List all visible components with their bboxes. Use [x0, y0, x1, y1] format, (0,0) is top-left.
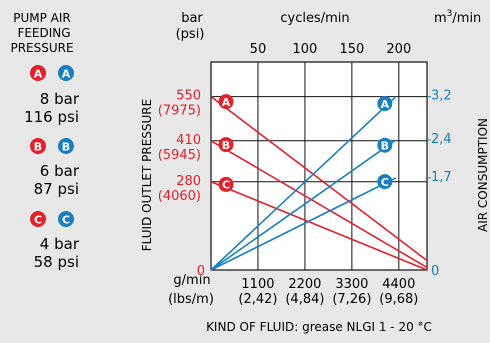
- x-tick-label-alt: (9,68): [379, 292, 418, 307]
- left-tick-label-alt: (5945): [158, 148, 201, 163]
- legend-group-a: A A 8 bar 116 psi: [24, 65, 80, 126]
- badge-letter: C: [62, 214, 70, 227]
- series-badge-c: [377, 174, 393, 190]
- badge-letter: A: [34, 68, 43, 81]
- series-badge-letter: A: [381, 98, 390, 111]
- right-origin-label: 0: [431, 264, 439, 279]
- series-badge-letter: A: [222, 96, 231, 109]
- x-tick-label: 1100: [241, 277, 274, 292]
- legend-heading-line-1: PUMP AIR: [13, 11, 71, 25]
- right-tick-label: 2,4: [431, 132, 452, 147]
- left-axis-title: FLUID OUTLET PRESSURE: [140, 99, 154, 251]
- top-left-unit-alt: (psi): [176, 27, 205, 42]
- series-badge-letter: B: [222, 139, 230, 152]
- series-line-a-air: [210, 96, 397, 271]
- letter-badge-red: [30, 211, 46, 227]
- x-unit-alt: (lbs/m): [168, 292, 214, 307]
- pressure-bar-value: 6 bar: [40, 162, 80, 180]
- top-tick-label: 150: [339, 42, 364, 57]
- legend-group-c: C C 4 bar 58 psi: [30, 211, 80, 271]
- badge-letter: C: [34, 214, 42, 227]
- series-badge-b: [218, 137, 234, 153]
- left-origin-label: 0: [197, 264, 205, 279]
- x-tick-label-alt: (2,42): [238, 292, 277, 307]
- series-badge-a: [218, 94, 234, 110]
- pressure-psi-value: 87 psi: [34, 180, 79, 198]
- left-tick-label-alt: (4060): [158, 189, 201, 204]
- legend-heading-line-3: PRESSURE: [10, 41, 73, 55]
- left-tick-label: 410: [176, 133, 201, 148]
- series-line-a-pressure: [210, 96, 428, 262]
- x-tick-label: 4400: [382, 277, 415, 292]
- series-line-b-air: [210, 139, 397, 271]
- legend-heading-line-2: FEEDING: [17, 26, 70, 40]
- series-badge-c: [218, 176, 234, 192]
- letter-badge-blue: [58, 138, 74, 154]
- x-tick-label: 3300: [335, 277, 368, 292]
- left-tick-label: 280: [176, 174, 201, 189]
- x-axis-title: KIND OF FLUID: grease NLGI 1 - 20 °C: [206, 320, 432, 334]
- letter-badge-red: [30, 65, 46, 81]
- pressure-bar-value: 4 bar: [40, 235, 80, 253]
- x-tick-label-alt: (4,84): [285, 292, 324, 307]
- badge-letter: B: [62, 141, 70, 154]
- series-line-c-pressure: [210, 181, 428, 271]
- series-badge-letter: C: [222, 179, 230, 192]
- series-line-c-air: [210, 177, 397, 271]
- top-tick-label: 100: [292, 42, 317, 57]
- letter-badge-red: [30, 138, 46, 154]
- badge-letter: A: [62, 68, 71, 81]
- pressure-psi-value: 116 psi: [24, 108, 79, 126]
- series-badge-letter: C: [381, 176, 389, 189]
- series-badge-a: [377, 96, 393, 112]
- series-badge-b: [377, 137, 393, 153]
- air-pressure-legend: PUMP AIR FEEDING PRESSURE A A 8 bar 116 …: [10, 11, 79, 271]
- top-tick-label: 200: [386, 42, 411, 57]
- top-axis-title: cycles/min: [280, 11, 349, 26]
- plot-area: 1100(2,42) 2200(4,84) 3300(7,26) 4400(9,68)…: [158, 42, 452, 307]
- left-tick-label-alt: (7975): [158, 104, 201, 119]
- pressure-bar-value: 8 bar: [40, 90, 80, 108]
- right-tick-label: 1,7: [431, 170, 452, 185]
- x-unit: g/min: [173, 273, 210, 288]
- letter-badge-blue: [58, 65, 74, 81]
- badge-letter: B: [34, 141, 42, 154]
- top-tick-label: 50: [250, 42, 267, 57]
- x-tick-label-alt: (7,26): [332, 292, 371, 307]
- right-tick-label: 3,2: [431, 89, 452, 104]
- top-right-unit: m3/min: [434, 9, 481, 26]
- letter-badge-blue: [58, 211, 74, 227]
- series-badge-letter: B: [381, 139, 389, 152]
- top-left-unit: bar: [181, 11, 203, 26]
- x-tick-label: 2200: [288, 277, 321, 292]
- series-line-b-pressure: [210, 140, 428, 269]
- legend-group-b: B B 6 bar 87 psi: [30, 138, 80, 198]
- pressure-psi-value: 58 psi: [34, 253, 79, 271]
- right-axis-title: AIR CONSUMPTION: [476, 118, 490, 232]
- left-tick-label: 550: [176, 89, 201, 104]
